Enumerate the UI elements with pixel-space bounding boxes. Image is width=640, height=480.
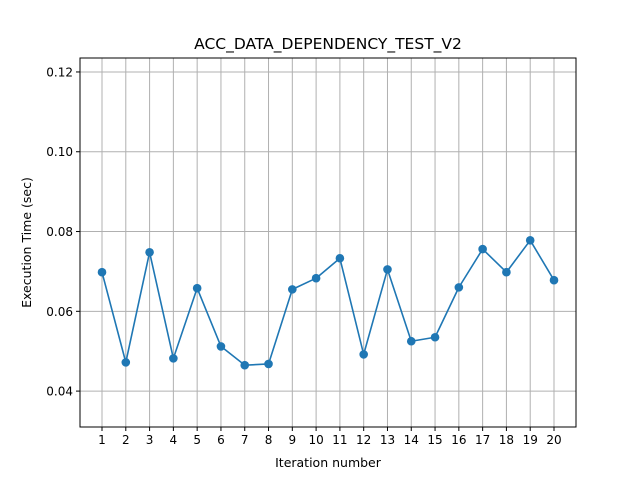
x-tick-label: 17 bbox=[475, 433, 490, 447]
x-tick-label: 1 bbox=[98, 433, 106, 447]
x-tick-label: 19 bbox=[523, 433, 538, 447]
data-point bbox=[311, 273, 321, 283]
x-tick-label: 16 bbox=[451, 433, 466, 447]
x-tick-label: 6 bbox=[217, 433, 225, 447]
data-point bbox=[478, 244, 487, 254]
plot-area-frame bbox=[79, 57, 577, 428]
x-tick-label: 14 bbox=[404, 433, 419, 447]
data-point bbox=[288, 285, 297, 294]
data-point bbox=[383, 265, 392, 274]
series-line bbox=[101, 239, 555, 366]
grid-lines bbox=[80, 58, 576, 427]
x-tick-label: 7 bbox=[241, 433, 249, 447]
x-tick-label: 12 bbox=[356, 433, 371, 447]
data-point bbox=[145, 247, 154, 257]
chart-title: ACC_DATA_DEPENDENCY_TEST_V2 bbox=[194, 35, 462, 54]
data-point bbox=[216, 342, 226, 351]
data-point bbox=[240, 360, 250, 370]
data-point bbox=[335, 253, 345, 263]
data-point bbox=[549, 275, 559, 285]
x-tick-label: 20 bbox=[546, 433, 561, 447]
data-point bbox=[359, 350, 368, 359]
y-tick-label: 0.08 bbox=[46, 225, 73, 239]
x-tick-label: 2 bbox=[122, 433, 130, 447]
x-tick-label: 11 bbox=[332, 433, 347, 447]
x-tick-label: 18 bbox=[499, 433, 514, 447]
x-axis-label: Iteration number bbox=[275, 455, 382, 470]
y-axis-label: Execution Time (sec) bbox=[19, 177, 34, 308]
data-point bbox=[264, 359, 273, 369]
data-point bbox=[430, 332, 440, 342]
data-point bbox=[525, 236, 535, 245]
data-point bbox=[169, 354, 178, 363]
y-tick-label: 0.06 bbox=[46, 305, 73, 319]
axis-ticks: 1 2 3 4 5 6 7 8 9 10 11 12 13 14 15 16 17 18 19 200.040.060… bbox=[46, 65, 561, 447]
x-tick-label: 9 bbox=[288, 433, 296, 447]
x-tick-label: 13 bbox=[380, 433, 395, 447]
data-point bbox=[502, 267, 511, 277]
x-tick-label: 15 bbox=[427, 433, 442, 447]
y-tick-label: 0.10 bbox=[46, 145, 73, 159]
x-tick-label: 5 bbox=[193, 433, 201, 447]
x-tick-label: 4 bbox=[170, 433, 178, 447]
x-tick-label: 10 bbox=[308, 433, 323, 447]
data-point bbox=[406, 336, 416, 346]
data-point bbox=[121, 358, 131, 367]
data-point bbox=[454, 283, 464, 292]
y-tick-label: 0.04 bbox=[46, 385, 73, 399]
data-series bbox=[97, 236, 559, 370]
x-tick-label: 3 bbox=[146, 433, 154, 447]
data-point bbox=[97, 267, 107, 277]
x-tick-label: 8 bbox=[265, 433, 273, 447]
y-tick-label: 0.12 bbox=[46, 65, 73, 79]
data-point bbox=[192, 283, 202, 293]
